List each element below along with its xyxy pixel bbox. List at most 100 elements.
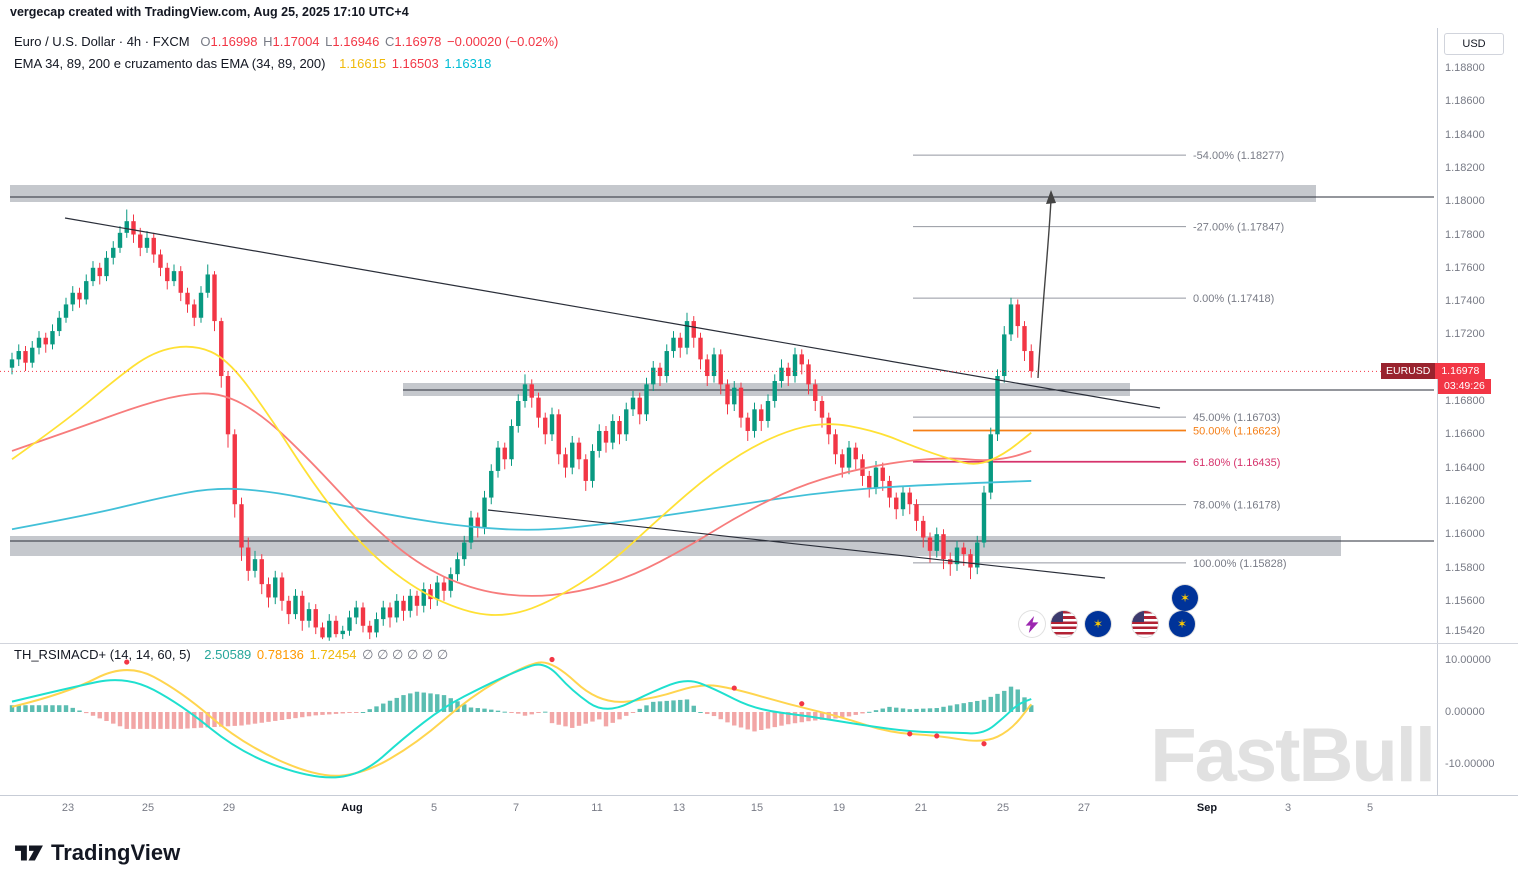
currency-selector[interactable]: USD <box>1444 33 1504 55</box>
price-tick-label: 1.18800 <box>1445 62 1485 74</box>
time-tick-label: 5 <box>430 802 438 814</box>
sticker-eu-flag-icon[interactable]: ✶ <box>1172 585 1198 611</box>
high-label: H <box>263 34 273 49</box>
chart-canvas[interactable]: -54.00% (1.18277) -27.00% (1.17847) 0.00% … <box>0 0 1437 822</box>
rsimacd-signal-dots <box>124 656 987 747</box>
price-tick-label: 1.15420 <box>1445 624 1485 637</box>
price-tick-label: 1.18200 <box>1445 161 1485 174</box>
time-tick-label: Aug <box>341 802 363 814</box>
rsimacd-indicator-legend[interactable]: TH_RSIMACD+ (14, 14, 60, 5) 2.50589 0.78… <box>14 647 448 663</box>
sticker-lightning-icon[interactable] <box>1019 611 1045 637</box>
time-tick-label: 25 <box>996 802 1010 814</box>
ema89-value: 1.16503 <box>391 56 439 71</box>
price-tick-label: 1.15600 <box>1445 594 1485 607</box>
time-tick-label: 15 <box>750 802 764 814</box>
ema-200-line[interactable] <box>11 480 1032 531</box>
candles-layer <box>9 209 1034 641</box>
price-tick-label: 1.18400 <box>1445 128 1485 141</box>
bottom-bar: TradingView <box>0 822 1518 883</box>
price-tick-label: 1.16600 <box>1445 428 1485 441</box>
price-tick-label: 1.18600 <box>1445 95 1485 108</box>
price-tick-label: 1.18000 <box>1445 195 1485 208</box>
high-value: 1.17004 <box>272 34 320 49</box>
price-tick-label: 1.16400 <box>1445 461 1485 474</box>
horizontal-level-lines[interactable] <box>10 196 1434 542</box>
current-price-badge: EURUSD 1.16978 <box>1381 363 1486 380</box>
price-tick-label: 1.17200 <box>1445 328 1485 341</box>
rsimacd-macd-line <box>11 663 1032 779</box>
rsimacd-zeros: ∅ ∅ ∅ ∅ ∅ ∅ <box>362 647 449 662</box>
price-tick-label: 1.17800 <box>1445 228 1485 241</box>
open-value: 1.16998 <box>210 34 258 49</box>
sticker-eu-flag-icon[interactable]: ✶ <box>1085 611 1111 637</box>
fib-level-label: -27.00% (1.17847) <box>1193 222 1284 234</box>
fib-level-label: 45.00% (1.16703) <box>1193 412 1280 424</box>
time-tick-label: 19 <box>832 802 846 814</box>
price-badge-value: 1.16978 <box>1435 363 1486 380</box>
time-axis[interactable]: 23 25 29 Aug 5 7 11 13 15 19 21 25 27 Sep 3 5 <box>0 795 1518 823</box>
fib-level-label: 61.80% (1.16435) <box>1193 457 1280 469</box>
time-tick-label: 21 <box>914 802 928 814</box>
time-tick-label: Sep <box>1196 802 1218 814</box>
rsimacd-value-2: 0.78136 <box>256 647 304 662</box>
ema200-value: 1.16318 <box>444 56 492 71</box>
time-tick-label: 29 <box>222 802 236 814</box>
change-value: −0.00020 (−0.02%) <box>447 34 559 49</box>
time-tick-label: 3 <box>1284 802 1292 814</box>
indicator-tick-label: 10.00000 <box>1445 654 1491 666</box>
low-label: L <box>325 34 333 49</box>
time-tick-label: 27 <box>1077 802 1091 814</box>
price-tick-label: 1.16200 <box>1445 494 1485 507</box>
fib-level-label: -54.00% (1.18277) <box>1193 150 1284 162</box>
time-tick-label: 11 <box>591 802 603 814</box>
ema-indicator-title[interactable]: EMA 34, 89, 200 e cruzamento das EMA (34… <box>14 56 326 71</box>
pane-separator[interactable] <box>0 643 1518 644</box>
ema-indicator-legend[interactable]: EMA 34, 89, 200 e cruzamento das EMA (34… <box>14 56 493 71</box>
rsimacd-value-1: 2.50589 <box>204 647 252 662</box>
fib-level-label: 78.00% (1.16178) <box>1193 500 1280 512</box>
ema-89-line[interactable] <box>11 392 1032 597</box>
price-tick-label: 1.17600 <box>1445 261 1485 274</box>
trendlines[interactable] <box>64 217 1161 579</box>
tradingview-wordmark: TradingView <box>51 840 181 865</box>
symbol-legend[interactable]: Euro / U.S. Dollar · 4h · FXCM O1.16998 … <box>14 34 558 49</box>
ema34-value: 1.16615 <box>339 56 387 71</box>
time-tick-label: 25 <box>141 802 155 814</box>
ema-34-line[interactable] <box>11 345 1032 616</box>
price-badge-symbol: EURUSD <box>1381 363 1436 380</box>
time-tick-label: 23 <box>61 802 75 814</box>
low-value: 1.16946 <box>332 34 380 49</box>
open-label: O <box>200 34 211 49</box>
fib-retracement[interactable]: -54.00% (1.18277) -27.00% (1.17847) 0.00% … <box>913 150 1287 570</box>
time-tick-label: 7 <box>512 802 520 814</box>
symbol-title[interactable]: Euro / U.S. Dollar · 4h · FXCM <box>14 34 190 49</box>
bar-countdown: 03:49:26 <box>1438 379 1491 395</box>
sticker-eu-flag-icon[interactable]: ✶ <box>1169 611 1195 637</box>
rsimacd-histogram <box>9 686 1034 732</box>
price-tick-label: 1.16000 <box>1445 528 1485 541</box>
fib-level-label: 50.00% (1.16623) <box>1193 425 1280 437</box>
sticker-us-flag-icon[interactable] <box>1051 611 1077 637</box>
supply-demand-zones[interactable] <box>10 185 1341 556</box>
price-axis[interactable]: USD 1.18800 1.18600 1.18400 1.18200 1.18000 1… <box>1437 28 1518 795</box>
price-tick-label: 1.16800 <box>1445 395 1485 407</box>
attribution-text: vergecap created with TradingView.com, A… <box>10 5 409 19</box>
close-value: 1.16978 <box>394 34 442 49</box>
time-tick-label: 5 <box>1366 802 1374 814</box>
indicator-tick-label: 0.00000 <box>1445 706 1485 718</box>
tradingview-logo-icon <box>15 845 43 861</box>
rsimacd-title[interactable]: TH_RSIMACD+ (14, 14, 60, 5) <box>14 647 191 662</box>
time-tick-label: 13 <box>672 802 686 814</box>
close-label: C <box>385 34 395 49</box>
projection-arrow[interactable] <box>1037 190 1056 379</box>
fib-level-label: 0.00% (1.17418) <box>1193 293 1274 305</box>
price-tick-label: 1.15800 <box>1445 561 1485 574</box>
rsimacd-signal-line <box>11 661 1033 777</box>
fib-level-label: 100.00% (1.15828) <box>1193 558 1287 570</box>
indicator-tick-label: -10.00000 <box>1445 758 1495 770</box>
price-tick-label: 1.17400 <box>1445 295 1485 308</box>
tradingview-brand[interactable]: TradingView <box>14 840 180 866</box>
rsimacd-value-3: 1.72454 <box>309 647 357 662</box>
sticker-us-flag-icon[interactable] <box>1132 611 1158 637</box>
